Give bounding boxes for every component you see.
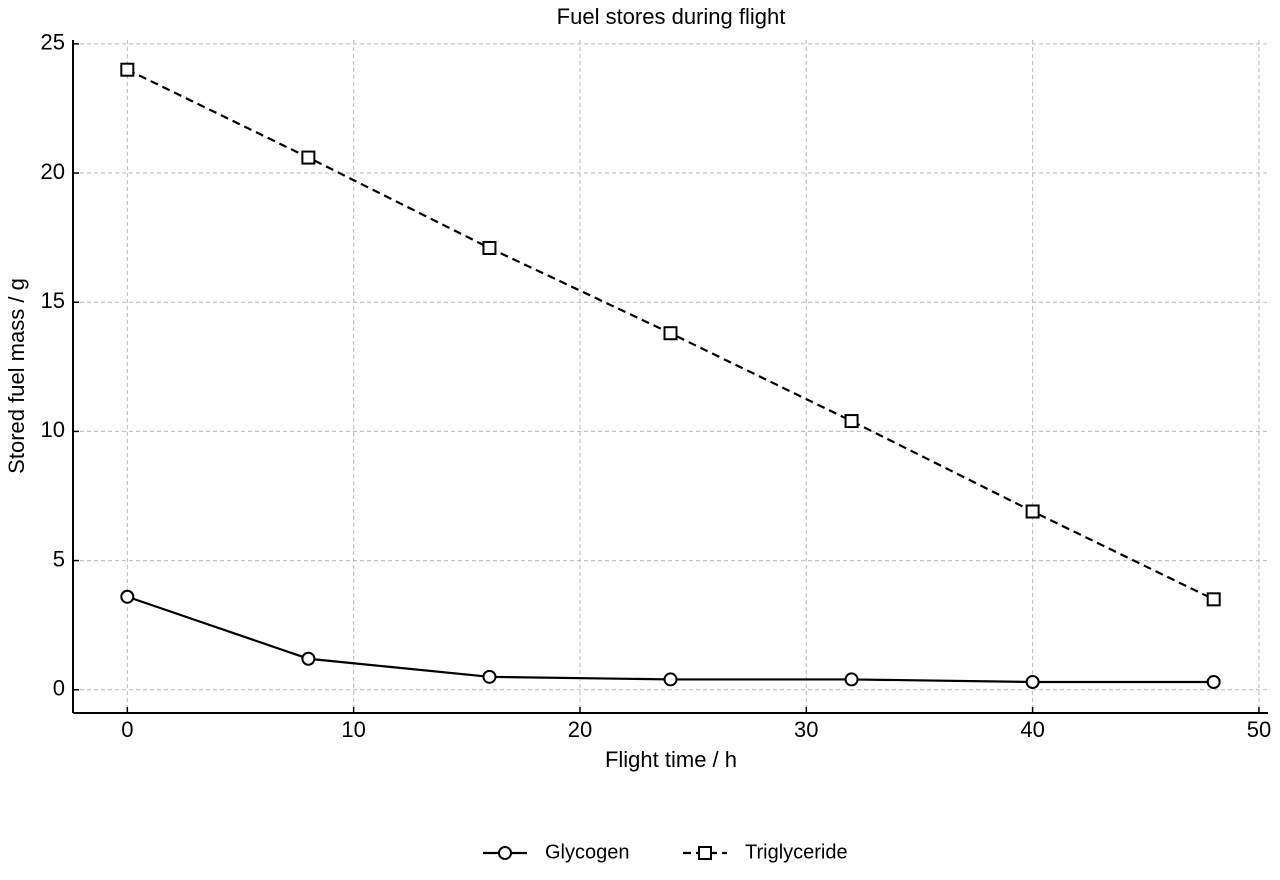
data-point	[120, 62, 135, 77]
data-point	[301, 651, 316, 666]
y-tick-label: 15	[41, 288, 65, 313]
data-point	[482, 240, 497, 255]
series-line	[126, 595, 1214, 684]
legend-marker	[698, 846, 712, 860]
x-tick-label: 10	[341, 717, 365, 742]
data-point	[301, 150, 316, 165]
legend-marker	[498, 846, 512, 860]
data-point	[1025, 504, 1040, 519]
chart-title: Fuel stores during flight	[557, 4, 786, 29]
data-point	[482, 669, 497, 684]
y-axis-label: Stored fuel mass / g	[4, 278, 29, 474]
x-tick-label: 0	[121, 717, 133, 742]
x-tick-label: 50	[1247, 717, 1271, 742]
data-point	[1025, 674, 1040, 689]
y-tick-label: 0	[53, 676, 65, 701]
y-tick-label: 20	[41, 159, 65, 184]
data-point	[844, 414, 859, 429]
y-tick-label: 5	[53, 546, 65, 571]
x-axis-label: Flight time / h	[605, 747, 737, 772]
data-point	[663, 326, 678, 341]
data-point	[844, 672, 859, 687]
x-tick-label: 40	[1020, 717, 1044, 742]
data-point	[1206, 592, 1221, 607]
y-tick-label: 25	[41, 30, 65, 55]
x-tick-label: 20	[568, 717, 592, 742]
x-tick-label: 30	[794, 717, 818, 742]
legend-label: Glycogen	[545, 841, 630, 863]
y-tick-label: 10	[41, 417, 65, 442]
data-point	[1206, 674, 1221, 689]
data-point	[120, 589, 135, 604]
data-point	[663, 672, 678, 687]
legend-label: Triglyceride	[745, 841, 848, 863]
